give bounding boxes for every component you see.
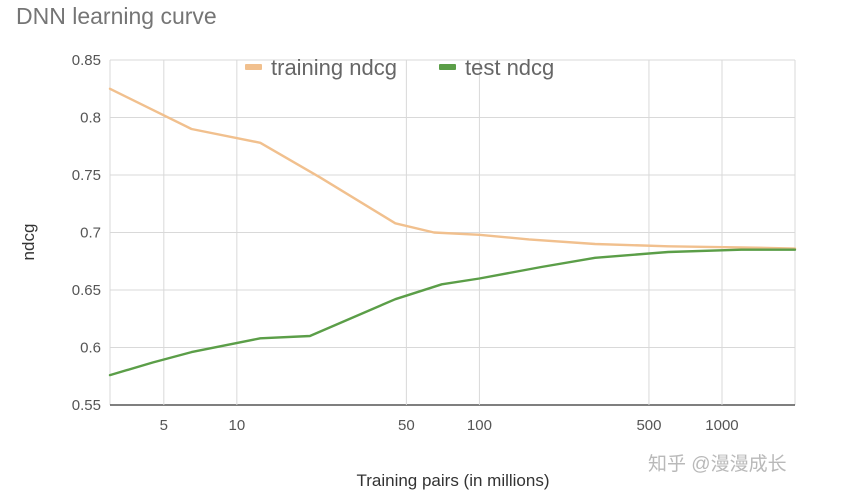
x-axis-label: Training pairs (in millions) — [356, 471, 549, 490]
y-tick-label: 0.85 — [72, 52, 101, 69]
y-tick-label: 0.75 — [72, 167, 101, 184]
legend: training ndcg test ndcg — [245, 55, 554, 80]
y-tick-label: 0.7 — [80, 225, 101, 242]
legend-item-training: training ndcg — [245, 55, 397, 80]
chart-title: DNN learning curve — [16, 3, 217, 29]
x-tick-label: 500 — [636, 417, 661, 434]
x-tick-label: 50 — [398, 417, 415, 434]
x-tick-label: 5 — [160, 417, 168, 434]
legend-swatch-test — [439, 64, 456, 70]
training-ndcg-line — [108, 87, 797, 250]
y-tick-label: 0.55 — [72, 397, 101, 414]
series-lines — [108, 87, 797, 377]
legend-label-training: training ndcg — [271, 55, 397, 80]
y-tick-labels: 0.55 0.6 0.65 0.7 0.75 0.8 0.85 — [72, 52, 101, 414]
x-tick-label: 100 — [467, 417, 492, 434]
x-tick-label: 10 — [228, 417, 245, 434]
legend-swatch-training — [245, 64, 262, 70]
legend-item-test: test ndcg — [439, 55, 554, 80]
watermark: 知乎 @漫漫成长 — [648, 453, 787, 475]
legend-label-test: test ndcg — [465, 55, 554, 80]
test-ndcg-line — [108, 248, 797, 377]
y-axis-label: ndcg — [19, 224, 38, 261]
y-tick-label: 0.8 — [80, 110, 101, 127]
x-tick-labels: 5 10 50 100 500 1000 — [160, 417, 739, 434]
y-tick-label: 0.6 — [80, 340, 101, 357]
y-tick-label: 0.65 — [72, 282, 101, 299]
x-tick-label: 1000 — [705, 417, 738, 434]
